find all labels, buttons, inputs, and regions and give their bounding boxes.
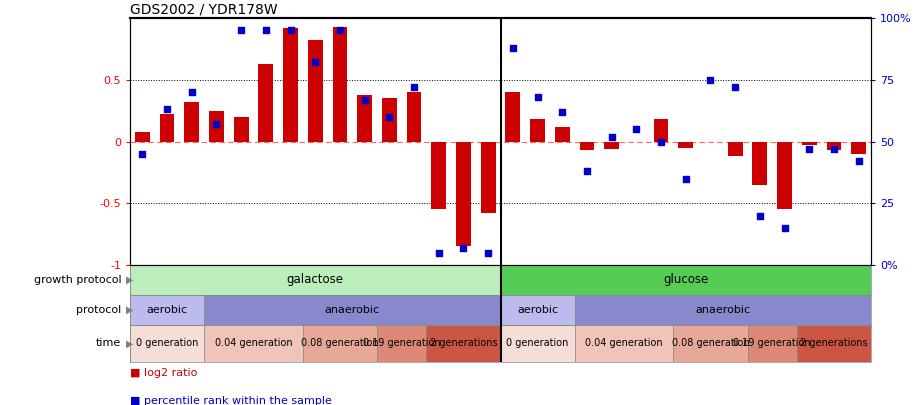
Point xyxy=(629,126,644,132)
Text: 0.08 generation: 0.08 generation xyxy=(671,339,749,348)
Bar xyxy=(802,141,817,145)
Bar xyxy=(500,295,574,325)
Text: 0.04 generation: 0.04 generation xyxy=(585,339,663,348)
Bar xyxy=(333,27,347,141)
Bar xyxy=(357,95,372,141)
Point xyxy=(456,245,471,251)
Point xyxy=(826,146,841,152)
Bar xyxy=(382,98,397,141)
Bar xyxy=(752,141,768,185)
Bar xyxy=(481,141,496,213)
Point xyxy=(481,249,496,256)
Bar xyxy=(130,325,204,362)
Bar xyxy=(580,141,594,150)
Point xyxy=(308,59,322,66)
Bar xyxy=(777,141,792,209)
Bar xyxy=(500,325,574,362)
Bar xyxy=(258,64,273,141)
Bar xyxy=(209,111,224,141)
Point xyxy=(209,121,224,128)
Bar xyxy=(747,325,797,362)
Text: ▶: ▶ xyxy=(126,275,134,285)
Text: anaerobic: anaerobic xyxy=(325,305,380,315)
Text: 2 generations: 2 generations xyxy=(430,339,497,348)
Bar xyxy=(851,141,866,154)
Point xyxy=(431,249,446,256)
Point xyxy=(753,212,768,219)
Bar xyxy=(130,295,204,325)
Text: 0.08 generation: 0.08 generation xyxy=(301,339,378,348)
Point xyxy=(333,27,347,34)
Point xyxy=(357,96,372,103)
Text: 0.19 generation: 0.19 generation xyxy=(363,339,441,348)
Point xyxy=(555,109,570,115)
Bar xyxy=(605,141,619,149)
Text: time: time xyxy=(96,339,122,348)
Text: 0.04 generation: 0.04 generation xyxy=(214,339,292,348)
Text: 0 generation: 0 generation xyxy=(136,339,198,348)
Point xyxy=(135,151,149,157)
Point xyxy=(605,133,619,140)
Bar xyxy=(283,28,298,141)
Bar xyxy=(184,102,199,141)
Bar xyxy=(130,265,500,295)
Point xyxy=(802,146,816,152)
Bar xyxy=(679,141,693,148)
Point xyxy=(258,27,273,34)
Text: 0.19 generation: 0.19 generation xyxy=(734,339,811,348)
Point xyxy=(703,77,718,83)
Bar xyxy=(427,325,500,362)
Text: protocol: protocol xyxy=(76,305,122,315)
Bar xyxy=(303,325,377,362)
Bar xyxy=(506,92,520,141)
Point xyxy=(728,84,743,90)
Text: 2 generations: 2 generations xyxy=(801,339,867,348)
Point xyxy=(283,27,298,34)
Bar xyxy=(377,325,427,362)
Bar xyxy=(308,40,322,141)
Bar xyxy=(407,92,421,141)
Point xyxy=(184,89,199,95)
Bar xyxy=(530,119,545,141)
Point xyxy=(506,45,520,51)
Bar xyxy=(654,119,669,141)
Bar xyxy=(797,325,871,362)
Bar xyxy=(135,132,149,141)
Text: ■ log2 ratio: ■ log2 ratio xyxy=(130,368,197,378)
Text: 0 generation: 0 generation xyxy=(507,339,569,348)
Text: GDS2002 / YDR178W: GDS2002 / YDR178W xyxy=(130,3,278,17)
Point xyxy=(159,106,174,113)
Text: anaerobic: anaerobic xyxy=(695,305,750,315)
Text: aerobic: aerobic xyxy=(517,305,558,315)
Text: glucose: glucose xyxy=(663,273,708,286)
Bar xyxy=(673,325,747,362)
Bar xyxy=(234,117,248,141)
Text: galactose: galactose xyxy=(287,273,344,286)
Bar xyxy=(159,114,174,141)
Point xyxy=(530,94,545,100)
Bar xyxy=(555,127,570,141)
Bar xyxy=(431,141,446,209)
Point xyxy=(777,225,791,231)
Text: ▶: ▶ xyxy=(126,339,134,348)
Bar xyxy=(727,141,743,156)
Point xyxy=(654,138,669,145)
Bar xyxy=(204,325,303,362)
Text: growth protocol: growth protocol xyxy=(34,275,122,285)
Point xyxy=(234,27,248,34)
Text: ■ percentile rank within the sample: ■ percentile rank within the sample xyxy=(130,396,332,405)
Bar xyxy=(574,325,673,362)
Bar xyxy=(500,265,871,295)
Point xyxy=(580,168,594,175)
Bar xyxy=(204,295,500,325)
Point xyxy=(407,84,421,90)
Text: aerobic: aerobic xyxy=(147,305,188,315)
Bar xyxy=(456,141,471,247)
Bar xyxy=(574,295,871,325)
Point xyxy=(679,175,693,182)
Text: ▶: ▶ xyxy=(126,305,134,315)
Point xyxy=(382,113,397,120)
Bar xyxy=(826,141,842,150)
Point xyxy=(851,158,866,164)
